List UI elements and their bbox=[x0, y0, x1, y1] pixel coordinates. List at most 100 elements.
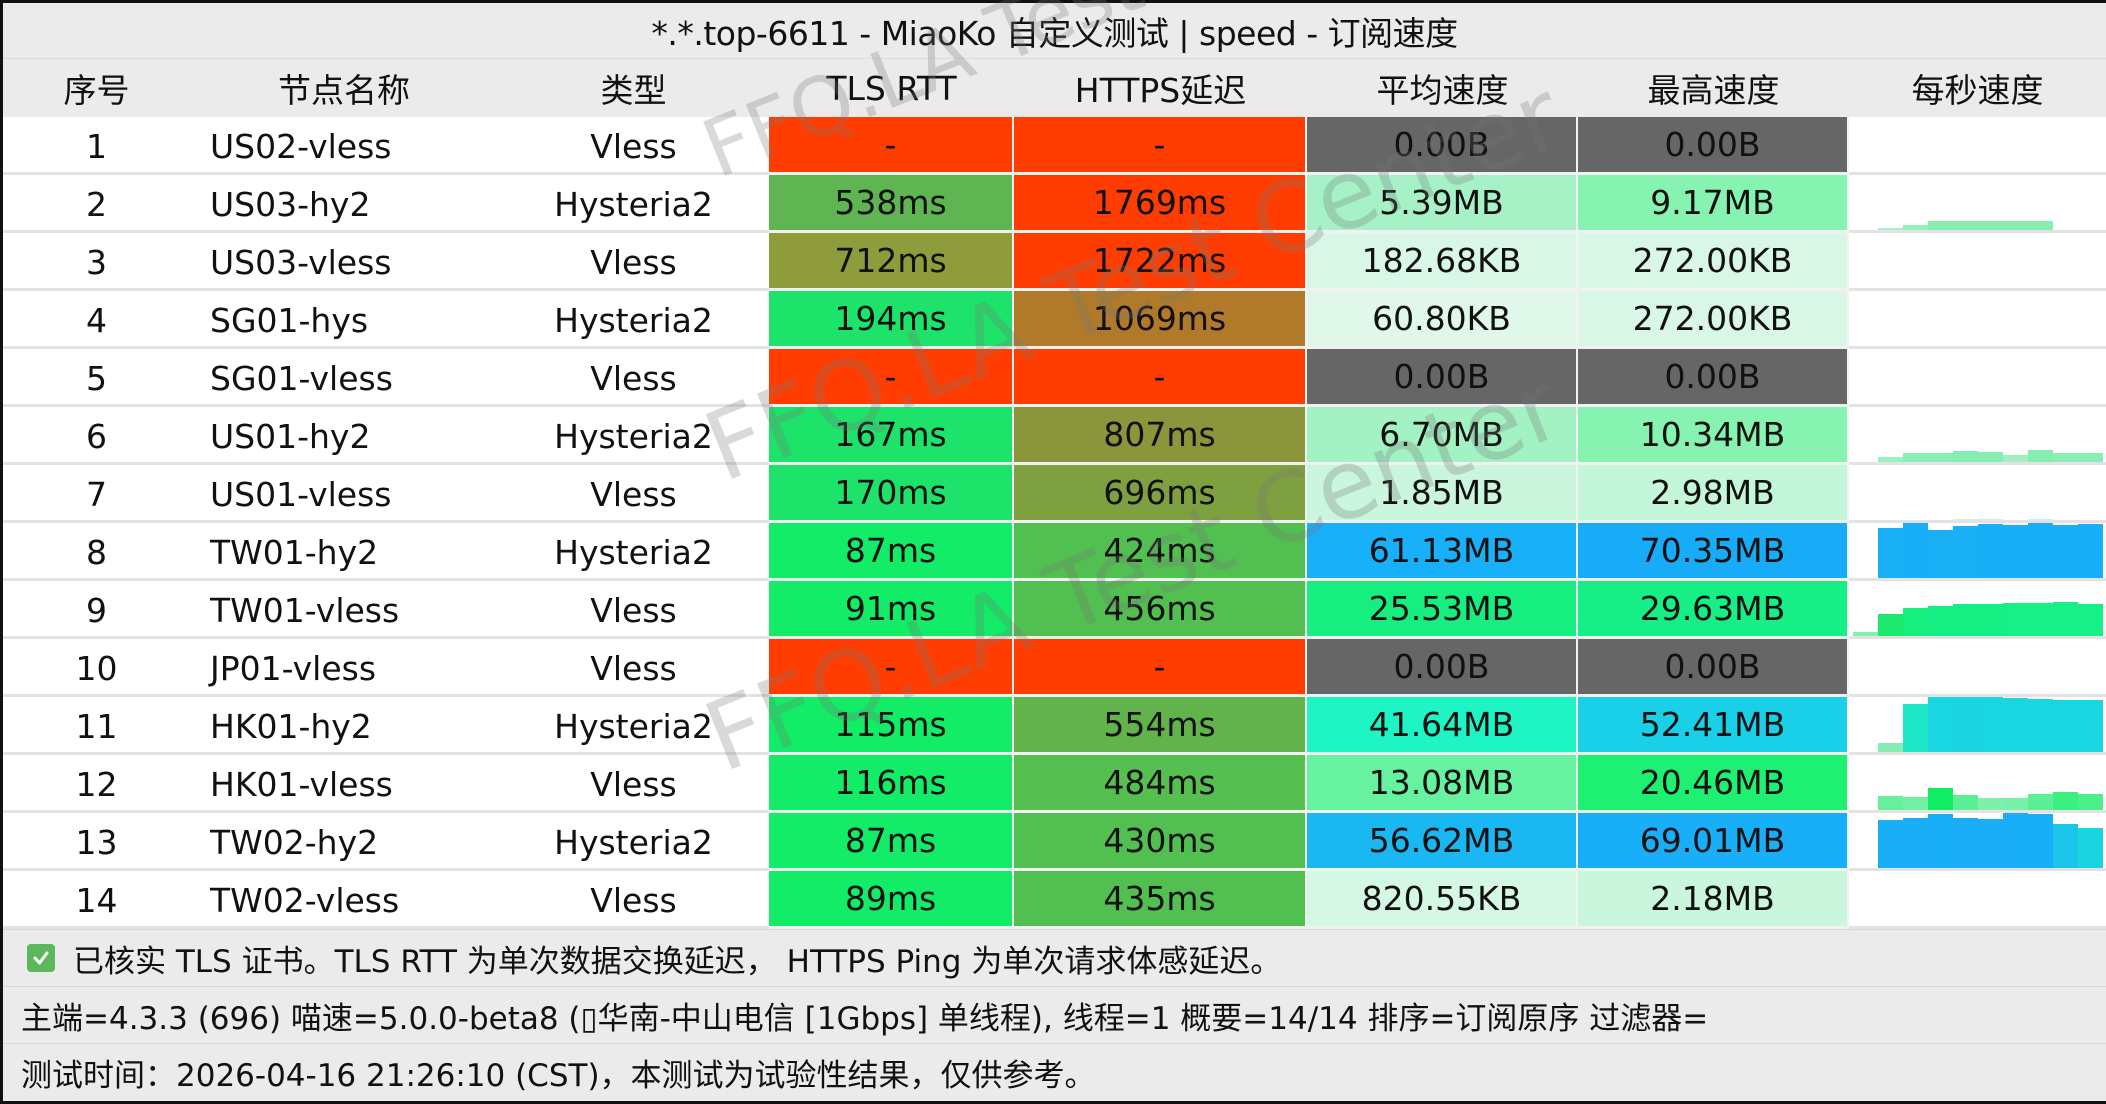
speed-bar bbox=[1903, 453, 1928, 462]
avg-speed-value: 60.80KB bbox=[1307, 291, 1578, 349]
max-speed-value: 0.00B bbox=[1578, 349, 1849, 407]
speed-bar bbox=[1878, 228, 1903, 230]
table-row[interactable]: 6 US01-hy2 Hysteria2 167ms 807ms 6.70MB 10.34M… bbox=[3, 407, 2106, 465]
table-row[interactable]: 8 TW01-hy2 Hysteria2 87ms 424ms 61.13MB 70.35M… bbox=[3, 523, 2106, 581]
speed-bar bbox=[1928, 697, 1953, 752]
node-type: Vless bbox=[590, 242, 677, 282]
avg-speed-value: 13.08MB bbox=[1307, 755, 1578, 813]
table-row[interactable]: 5 SG01-vless Vless - -0.00B 0.00B bbox=[3, 349, 2106, 407]
per-second-speed-graph bbox=[1853, 465, 2106, 520]
table-row[interactable]: 12 HK01-vless Vless 116ms 484ms 13.08MB 20.46M… bbox=[3, 755, 2106, 813]
node-name: US02-vless bbox=[210, 126, 392, 166]
speed-bar bbox=[2078, 794, 2103, 810]
per-second-speed-graph bbox=[1853, 581, 2106, 636]
speed-bar bbox=[2003, 698, 2028, 752]
tls-rtt-value: 167ms bbox=[769, 407, 1014, 465]
row-index: 9 bbox=[86, 590, 107, 630]
speed-bar bbox=[1978, 604, 2003, 636]
node-name: HK01-vless bbox=[210, 764, 393, 804]
table-row[interactable]: 4 SG01-hys Hysteria2 194ms 1069ms 60.80KB 272.… bbox=[3, 291, 2106, 349]
checkbox-checked-icon bbox=[27, 944, 55, 972]
speed-bar bbox=[2078, 524, 2103, 578]
per-second-speed-graph bbox=[1853, 407, 2106, 462]
speed-bar bbox=[1953, 818, 1978, 868]
table-row[interactable]: 1 US02-vless Vless - -0.00B 0.00B bbox=[3, 117, 2106, 175]
footer: 已核实 TLS 证书。TLS RTT 为单次数据交换延迟， HTTPS Ping… bbox=[3, 929, 2106, 1100]
column-header-https-delay[interactable]: HTTPS延迟 bbox=[1074, 71, 1247, 110]
table-row[interactable]: 13 TW02-hy2 Hysteria2 87ms 430ms 56.62MB 69.01… bbox=[3, 813, 2106, 871]
speed-bar bbox=[2028, 699, 2053, 752]
speed-bar bbox=[1853, 632, 1878, 636]
avg-speed-value: 6.70MB bbox=[1307, 407, 1578, 465]
avg-speed-value: 0.00B bbox=[1307, 349, 1578, 407]
table-row[interactable]: 7 US01-vless Vless 170ms 696ms 1.85MB 2.98MB bbox=[3, 465, 2106, 523]
node-name: TW01-vless bbox=[210, 590, 400, 630]
table-row[interactable]: 11 HK01-hy2 Hysteria2 115ms 554ms 41.64MB 52.4… bbox=[3, 697, 2106, 755]
tls-rtt-value: 116ms bbox=[769, 755, 1014, 813]
speed-bar bbox=[1903, 225, 1928, 230]
row-index: 14 bbox=[75, 880, 118, 920]
speed-bar bbox=[1978, 798, 2003, 810]
https-delay-value: 807ms bbox=[1014, 407, 1307, 465]
window-title: *.*.top-6611 - MiaoKo 自定义测试 | speed - 订阅… bbox=[651, 13, 1458, 53]
column-header-name[interactable]: 节点名称 bbox=[278, 71, 410, 110]
speed-bar bbox=[2053, 792, 2078, 810]
avg-speed-value: 182.68KB bbox=[1307, 233, 1578, 291]
node-type: Vless bbox=[590, 358, 677, 398]
table-row[interactable]: 9 TW01-vless Vless 91ms 456ms 25.53MB 29.63MB bbox=[3, 581, 2106, 639]
max-speed-value: 70.35MB bbox=[1578, 523, 1849, 581]
speed-bar bbox=[2028, 603, 2053, 636]
node-name: HK01-hy2 bbox=[210, 706, 372, 746]
avg-speed-value: 820.55KB bbox=[1307, 871, 1578, 929]
avg-speed-value: 56.62MB bbox=[1307, 813, 1578, 871]
node-type: Vless bbox=[590, 764, 677, 804]
table-row[interactable]: 2 US03-hy2 Hysteria2 538ms 1769ms 5.39MB 9.17M… bbox=[3, 175, 2106, 233]
max-speed-value: 69.01MB bbox=[1578, 813, 1849, 871]
speed-bar bbox=[2003, 813, 2028, 868]
node-name: SG01-hys bbox=[210, 300, 369, 340]
per-second-speed-graph bbox=[1853, 755, 2106, 810]
row-index: 11 bbox=[75, 706, 118, 746]
speed-bar bbox=[1928, 606, 1953, 636]
table-row[interactable]: 14 TW02-vless Vless 89ms 435ms 820.55KB 2.18MB bbox=[3, 871, 2106, 929]
node-type: Vless bbox=[590, 126, 677, 166]
node-type: Hysteria2 bbox=[554, 706, 713, 746]
row-index: 7 bbox=[86, 474, 107, 514]
speed-bar bbox=[2053, 453, 2078, 462]
node-name: JP01-vless bbox=[210, 648, 377, 688]
column-header-per-second[interactable]: 每秒速度 bbox=[1911, 71, 2044, 110]
speed-bar bbox=[2003, 455, 2028, 462]
speed-bar bbox=[2028, 221, 2053, 230]
column-header-tls-rtt[interactable]: TLS RTT bbox=[826, 68, 957, 108]
column-header-max-speed[interactable]: 最高速度 bbox=[1647, 71, 1780, 110]
footer-line-2: 主端=4.3.3 (696) 喵速=5.0.0-beta8 (▯华南-中山电信 … bbox=[21, 1000, 1709, 1037]
speed-bar bbox=[2028, 519, 2053, 520]
speed-bar bbox=[2078, 828, 2103, 868]
speed-bar bbox=[1978, 524, 2003, 578]
speed-bar bbox=[1978, 452, 2003, 462]
speed-bar bbox=[1978, 819, 2003, 868]
speed-bar bbox=[2078, 700, 2103, 752]
row-index: 4 bbox=[86, 300, 107, 340]
node-name: TW01-hy2 bbox=[210, 532, 379, 572]
node-name: TW02-hy2 bbox=[210, 822, 379, 862]
node-type: Vless bbox=[590, 880, 677, 920]
speed-bar bbox=[1903, 523, 1928, 578]
table-row[interactable]: 3 US03-vless Vless 712ms 1722ms 182.68KB 272.0… bbox=[3, 233, 2106, 291]
column-header-index[interactable]: 序号 bbox=[63, 71, 130, 110]
tls-rtt-value: 89ms bbox=[769, 871, 1014, 929]
row-index: 8 bbox=[86, 532, 107, 572]
https-delay-value: 456ms bbox=[1014, 581, 1307, 639]
speed-bar bbox=[2028, 450, 2053, 462]
tls-rtt-value: 170ms bbox=[769, 465, 1014, 523]
speed-bar bbox=[2078, 453, 2103, 462]
max-speed-value: 52.41MB bbox=[1578, 697, 1849, 755]
max-speed-value: 272.00KB bbox=[1578, 291, 1849, 349]
table-row[interactable]: 10 JP01-vless Vless - -0.00B 0.00B bbox=[3, 639, 2106, 697]
avg-speed-value: 61.13MB bbox=[1307, 523, 1578, 581]
column-header-avg-speed[interactable]: 平均速度 bbox=[1376, 71, 1509, 110]
max-speed-value: 0.00B bbox=[1578, 639, 1849, 697]
column-header-type[interactable]: 类型 bbox=[600, 71, 667, 110]
per-second-speed-graph bbox=[1853, 697, 2106, 752]
per-second-speed-graph bbox=[1853, 175, 2106, 230]
